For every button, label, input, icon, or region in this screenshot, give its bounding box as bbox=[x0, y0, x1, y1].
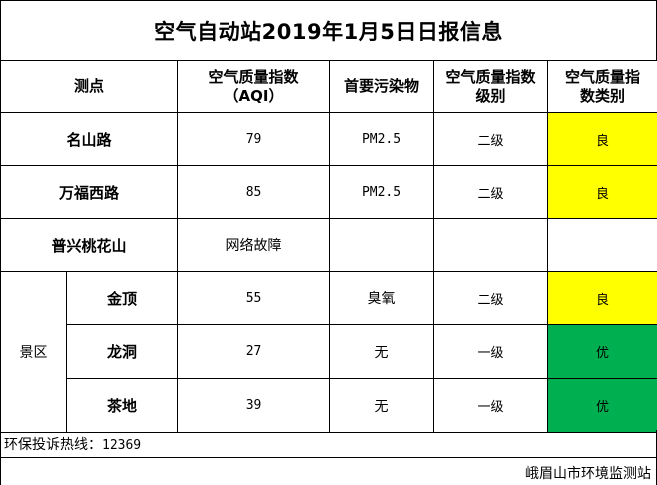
station-name: 名山路 bbox=[0, 112, 179, 166]
aqi-category: 良 bbox=[547, 165, 657, 219]
header-category-line2: 数类别 bbox=[580, 86, 626, 105]
aqi-category: 优 bbox=[547, 324, 657, 379]
station-name: 金顶 bbox=[65, 271, 179, 325]
header-level-line2: 级别 bbox=[475, 86, 506, 105]
aqi-category: 优 bbox=[547, 378, 657, 433]
aqi-level: 一级 bbox=[433, 324, 549, 379]
header-category-line1: 空气质量指 bbox=[565, 67, 641, 86]
aqi-value: 79 bbox=[177, 112, 331, 166]
aqi-category: 良 bbox=[547, 112, 657, 166]
primary-pollutant bbox=[329, 218, 435, 272]
header-pollutant: 首要污染物 bbox=[329, 60, 435, 113]
header-aqi-line2: （AQI） bbox=[223, 86, 284, 105]
station-name: 龙洞 bbox=[65, 324, 179, 379]
scenic-area-group-label: 景区 bbox=[0, 271, 67, 433]
primary-pollutant: 臭氧 bbox=[329, 271, 435, 325]
aqi-level: 二级 bbox=[433, 271, 549, 325]
aqi-category bbox=[547, 218, 657, 272]
aqi-value: 85 bbox=[177, 165, 331, 219]
primary-pollutant: PM2.5 bbox=[329, 112, 435, 166]
header-category: 空气质量指 数类别 bbox=[547, 60, 657, 113]
aqi-value: 网络故障 bbox=[177, 218, 331, 272]
complaint-hotline: 环保投诉热线：12369 bbox=[4, 434, 141, 454]
hotline-number: 12369 bbox=[102, 438, 142, 453]
station-name: 茶地 bbox=[65, 378, 179, 433]
primary-pollutant: 无 bbox=[329, 378, 435, 433]
table-row: 名山路 79 PM2.5 二级 良 bbox=[0, 112, 657, 166]
primary-pollutant: PM2.5 bbox=[329, 165, 435, 219]
aqi-level: 二级 bbox=[433, 112, 549, 166]
header-aqi: 空气质量指数 （AQI） bbox=[177, 60, 331, 113]
aqi-table: 测点 空气质量指数 （AQI） 首要污染物 空气质量指数 级别 空气质量指 数类… bbox=[0, 60, 657, 433]
station-name: 万福西路 bbox=[0, 165, 179, 219]
table-row: 景区 金顶 55 臭氧 二级 良 bbox=[0, 271, 657, 433]
table-row: 龙洞 27 无 一级 优 bbox=[1, 324, 657, 379]
table-row: 万福西路 85 PM2.5 二级 良 bbox=[0, 165, 657, 219]
aqi-value: 55 bbox=[177, 271, 331, 325]
footer-divider bbox=[0, 457, 657, 458]
header-row: 测点 空气质量指数 （AQI） 首要污染物 空气质量指数 级别 空气质量指 数类… bbox=[0, 60, 657, 113]
header-level: 空气质量指数 级别 bbox=[433, 60, 549, 113]
table-row: 茶地 39 无 一级 优 bbox=[1, 378, 657, 433]
aqi-value: 27 bbox=[177, 324, 331, 379]
aqi-value: 39 bbox=[177, 378, 331, 433]
primary-pollutant: 无 bbox=[329, 324, 435, 379]
station-name: 普兴桃花山 bbox=[0, 218, 179, 272]
header-level-line1: 空气质量指数 bbox=[445, 67, 536, 86]
table-row: 普兴桃花山 网络故障 bbox=[0, 218, 657, 272]
report-title: 空气自动站2019年1月5日日报信息 bbox=[0, 0, 657, 60]
aqi-level bbox=[433, 218, 549, 272]
header-aqi-line1: 空气质量指数 bbox=[208, 67, 299, 86]
hotline-label: 环保投诉热线： bbox=[4, 437, 102, 453]
issuing-agency: 峨眉山市环境监测站 bbox=[525, 466, 651, 482]
header-station: 测点 bbox=[0, 60, 179, 113]
aqi-level: 二级 bbox=[433, 165, 549, 219]
aqi-category: 良 bbox=[547, 271, 657, 325]
aqi-level: 一级 bbox=[433, 378, 549, 433]
